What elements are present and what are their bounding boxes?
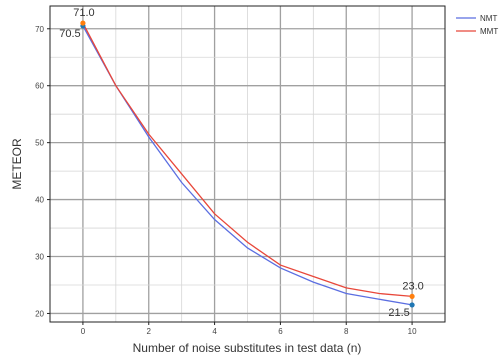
y-tick-label: 50 bbox=[35, 139, 44, 148]
x-tick-label: 0 bbox=[81, 327, 86, 336]
grid-lines bbox=[50, 6, 445, 322]
marker-nmt bbox=[409, 302, 415, 308]
y-tick-label: 20 bbox=[35, 309, 44, 318]
y-tick-labels: 20 30 40 50 60 70 bbox=[35, 25, 50, 318]
series-lines bbox=[82, 22, 413, 306]
x-tick-labels: 0 2 4 6 8 10 bbox=[81, 322, 417, 336]
legend-label-mmt: MMT bbox=[480, 27, 498, 36]
marker-mmt bbox=[80, 20, 86, 26]
y-tick-label: 60 bbox=[35, 82, 44, 91]
series-line-mmt bbox=[82, 22, 413, 298]
legend: NMT MMT bbox=[456, 14, 498, 36]
x-tick-label: 2 bbox=[147, 327, 152, 336]
x-axis-title: Number of noise substitutes in test data… bbox=[133, 341, 362, 355]
x-tick-label: 10 bbox=[408, 327, 417, 336]
data-label-mmt: 71.0 bbox=[73, 7, 94, 19]
x-tick-label: 6 bbox=[278, 327, 283, 336]
x-tick-label: 8 bbox=[344, 327, 349, 336]
plot-frame bbox=[49, 5, 446, 323]
y-axis-title: METEOR bbox=[10, 138, 24, 190]
y-tick-label: 70 bbox=[35, 25, 44, 34]
data-label-mmt: 23.0 bbox=[402, 280, 423, 292]
y-tick-label: 30 bbox=[35, 253, 44, 262]
x-tick-label: 4 bbox=[212, 327, 217, 336]
data-label-nmt: 70.5 bbox=[59, 28, 80, 40]
data-markers bbox=[80, 20, 415, 308]
data-labels: 70.5 21.5 71.0 23.0 bbox=[59, 7, 424, 319]
y-tick-label: 40 bbox=[35, 196, 44, 205]
marker-mmt bbox=[409, 293, 415, 299]
legend-label-nmt: NMT bbox=[480, 14, 497, 23]
data-label-nmt: 21.5 bbox=[388, 307, 409, 319]
series-line-nmt bbox=[82, 25, 413, 306]
